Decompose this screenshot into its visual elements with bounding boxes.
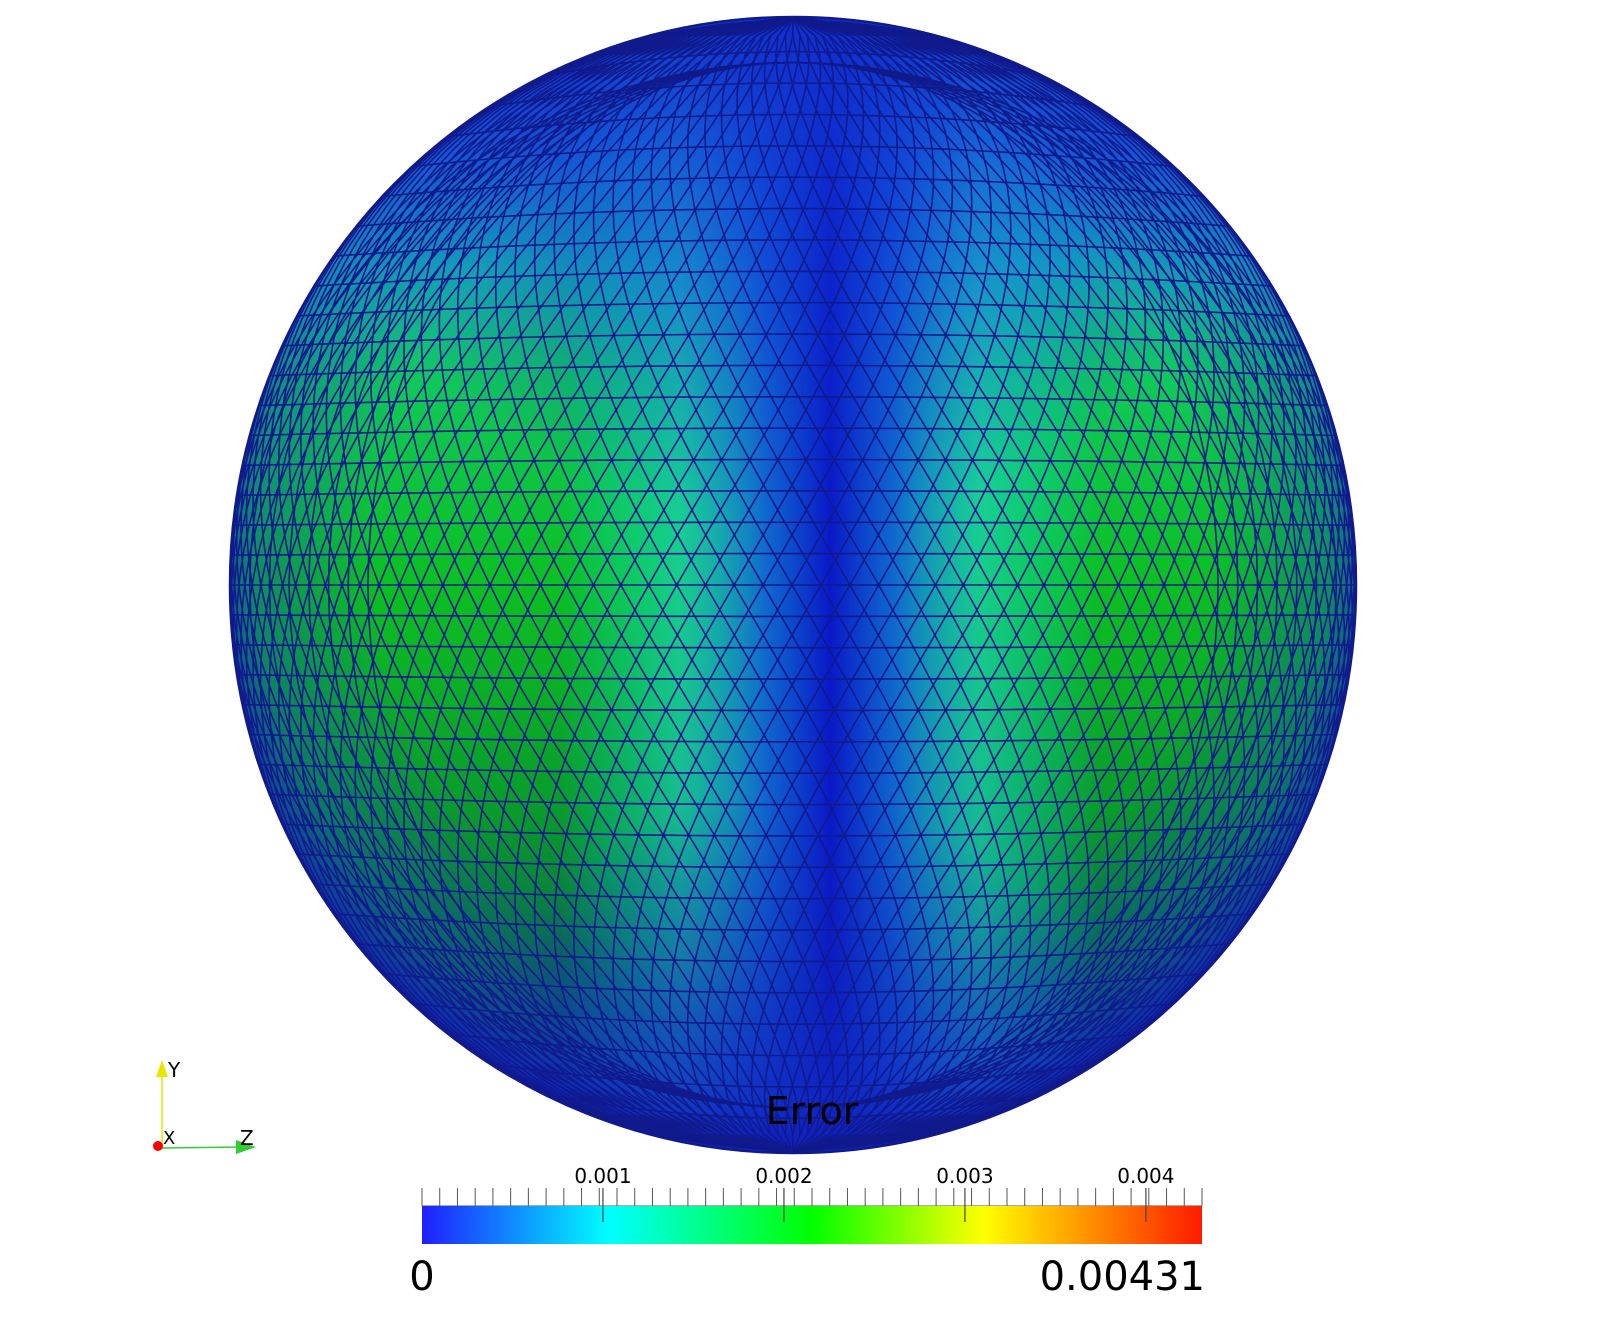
mesh-edge: [792, 61, 1318, 1109]
x-axis-dot-icon: [153, 1141, 163, 1151]
mesh-edge: [668, 17, 992, 1153]
mesh-edge: [403, 17, 794, 1153]
mesh-edge: [447, 1032, 1139, 1057]
scalar-bar-min-label: 0: [409, 1254, 434, 1300]
mesh-edge: [347, 61, 794, 1109]
mesh-edge: [333, 239, 1253, 257]
mesh-edge: [792, 17, 1231, 1153]
mesh-edge: [533, 17, 865, 1153]
scalar-bar-title: Error: [766, 1089, 859, 1133]
mesh-edge: [325, 17, 794, 1153]
error-sphere-mesh[interactable]: [228, 0, 1358, 1340]
scalar-bar-gradient: [422, 1206, 1202, 1244]
mesh-edge: [792, 61, 1298, 1109]
mesh-edge: [438, 17, 801, 1153]
mesh-edge: [792, 61, 1279, 1109]
mesh-edge: [792, 17, 1199, 1153]
mesh-edge: [792, 17, 1260, 1153]
mesh-edge: [457, 17, 811, 1153]
mesh-edge: [514, 17, 849, 1153]
mesh-edge: [242, 703, 1344, 712]
mesh-edge: [242, 458, 1344, 467]
y-axis-arrow-icon: [156, 1060, 168, 1077]
mesh-edge: [369, 17, 794, 1153]
mesh-edge: [258, 396, 1328, 407]
mesh-edge: [592, 17, 916, 1153]
mesh-edge: [720, 17, 1051, 1153]
mesh-edge: [230, 614, 1356, 618]
mesh-edge: [792, 61, 1259, 1109]
mesh-edge: [356, 207, 1230, 228]
mesh-edge: [354, 17, 794, 1153]
z-axis-label: Z: [240, 1126, 254, 1150]
mesh-edge: [288, 17, 794, 1153]
mesh-edge: [447, 113, 1139, 138]
mesh-edge: [288, 61, 794, 1109]
mesh-edge: [277, 17, 794, 1153]
mesh-edge: [553, 17, 881, 1153]
mesh-edge: [412, 144, 1174, 168]
mesh-edge: [314, 883, 1272, 900]
mesh-edge: [792, 17, 1286, 1153]
scalar-bar-tick-label: 0.002: [755, 1164, 812, 1188]
mesh-edge: [339, 17, 794, 1153]
mesh-edge: [297, 853, 1289, 869]
mesh-edge: [494, 17, 835, 1153]
y-axis-label: Y: [167, 1058, 181, 1082]
scalar-bar[interactable]: 0.001 0.002 0.003 0.004 0 0.00431: [409, 1164, 1205, 1300]
mesh-edge: [412, 1002, 1174, 1026]
mesh-edge: [736, 17, 1071, 1153]
scalar-bar-tick-label: 0.003: [936, 1164, 993, 1188]
mesh-edge: [327, 61, 794, 1109]
mesh-edge: [792, 17, 1215, 1153]
mesh-edge: [792, 17, 1273, 1153]
mesh-edge: [573, 17, 899, 1153]
mesh-edge: [650, 17, 973, 1153]
mesh-edge: [299, 17, 794, 1153]
mesh-edge: [367, 61, 794, 1109]
mesh-edge: [249, 733, 1337, 743]
mesh-edge: [792, 17, 1246, 1153]
orientation-axes: Y Z X: [153, 1058, 256, 1154]
mesh-edge: [784, 17, 1147, 1153]
z-axis-arrow-icon: [236, 1140, 256, 1154]
scalar-bar-tick-label: 0.001: [574, 1164, 631, 1188]
mesh-edge: [314, 270, 1272, 287]
mesh-edges: [230, 17, 1356, 1153]
scalar-bar-tick-label: 0.004: [1117, 1164, 1174, 1188]
mesh-edge: [248, 61, 794, 1109]
mesh-edge: [297, 301, 1289, 317]
mesh-edge: [307, 61, 794, 1109]
mesh-edge: [775, 17, 1128, 1153]
mesh-edge: [258, 763, 1328, 774]
mesh-edge: [792, 17, 1308, 1153]
x-axis-label: X: [163, 1128, 175, 1149]
mesh-edge: [792, 17, 1165, 1153]
mesh-edge: [792, 17, 1297, 1153]
scalar-bar-minor-ticks: [421, 1188, 1203, 1206]
mesh-edge: [686, 17, 1012, 1153]
mesh-edge: [704, 17, 1032, 1153]
mesh-edge: [386, 17, 794, 1153]
mesh-edge: [763, 17, 1110, 1153]
mesh-edge: [792, 61, 1219, 1109]
scalar-bar-max-label: 0.00431: [1040, 1254, 1205, 1300]
mesh-edge: [249, 427, 1337, 437]
mesh-edge: [312, 17, 794, 1153]
mesh-edge: [612, 17, 935, 1153]
mesh-edge: [750, 17, 1090, 1153]
mesh-edge: [475, 17, 822, 1153]
mesh-edge: [631, 17, 954, 1153]
mesh-edge: [792, 61, 1239, 1109]
mesh-edge: [268, 61, 794, 1109]
mesh-edge: [230, 552, 1356, 556]
mesh-edge: [420, 17, 794, 1153]
mesh-edge: [356, 942, 1230, 963]
mesh-edge: [792, 61, 1338, 1109]
mesh-edge: [333, 913, 1253, 931]
mesh-edge: [792, 17, 1182, 1153]
